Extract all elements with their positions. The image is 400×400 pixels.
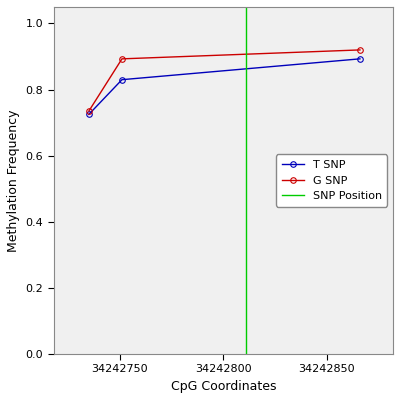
Line: G SNP: G SNP [86, 47, 363, 114]
T SNP [86, 112, 91, 117]
T SNP [120, 77, 124, 82]
G SNP [120, 56, 124, 61]
G SNP [358, 48, 362, 52]
X-axis label: CpG Coordinates: CpG Coordinates [171, 380, 276, 393]
Y-axis label: Methylation Frequency: Methylation Frequency [7, 109, 20, 252]
G SNP [86, 109, 91, 114]
Legend: T SNP, G SNP, SNP Position: T SNP, G SNP, SNP Position [276, 154, 388, 207]
T SNP [358, 56, 362, 61]
Line: T SNP: T SNP [86, 56, 363, 117]
